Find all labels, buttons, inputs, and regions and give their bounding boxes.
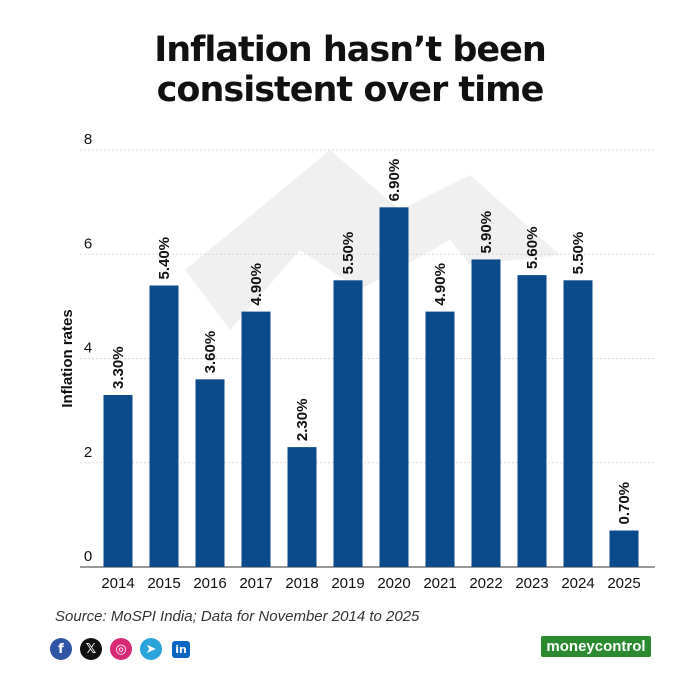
x-tick-label: 2025 xyxy=(607,575,640,592)
x-tick-label: 2023 xyxy=(515,575,548,592)
y-axis-title: Inflation rates xyxy=(59,309,76,407)
bar xyxy=(195,379,225,567)
y-tick-label: 2 xyxy=(84,444,92,461)
bar xyxy=(333,280,363,567)
x-tick-label: 2017 xyxy=(239,575,272,592)
x-tick-label: 2019 xyxy=(331,575,364,592)
data-label: 3.30% xyxy=(110,346,127,389)
x-tick-label: 2021 xyxy=(423,575,456,592)
social-links: f 𝕏 ◎ ➤ in xyxy=(50,638,192,660)
bar xyxy=(287,447,317,567)
x-tick-label: 2014 xyxy=(101,575,134,592)
telegram-icon[interactable]: ➤ xyxy=(140,638,162,660)
bar xyxy=(563,280,593,567)
y-tick-label: 8 xyxy=(84,131,92,148)
data-label: 5.60% xyxy=(524,227,541,270)
linkedin-icon[interactable]: in xyxy=(170,638,192,660)
chart-title: Inflation hasn’t been consistent over ti… xyxy=(0,30,700,110)
bar xyxy=(149,285,179,567)
x-tick-label: 2022 xyxy=(469,575,502,592)
x-tick-label: 2016 xyxy=(193,575,226,592)
data-label: 4.90% xyxy=(248,263,265,306)
brand-logo: moneycontrol xyxy=(541,636,651,657)
data-label: 0.70% xyxy=(616,482,633,525)
x-icon[interactable]: 𝕏 xyxy=(80,638,102,660)
x-tick-label: 2018 xyxy=(285,575,318,592)
title-line-2: consistent over time xyxy=(156,70,545,110)
x-tick-label: 2015 xyxy=(147,575,180,592)
data-label: 5.50% xyxy=(340,232,357,275)
bar xyxy=(425,311,455,567)
data-label: 5.50% xyxy=(570,232,587,275)
data-label: 3.60% xyxy=(202,331,219,374)
x-tick-label: 2024 xyxy=(561,575,594,592)
bar xyxy=(517,275,547,567)
bar xyxy=(241,311,271,567)
y-tick-label: 0 xyxy=(84,548,92,565)
background-watermark xyxy=(185,150,560,330)
data-label: 2.30% xyxy=(294,399,311,442)
bar xyxy=(379,207,409,567)
bar xyxy=(103,394,133,567)
data-label: 5.90% xyxy=(478,211,495,254)
y-tick-label: 4 xyxy=(84,340,92,357)
title-line-1: Inflation hasn’t been xyxy=(154,30,547,70)
data-label: 6.90% xyxy=(386,159,403,202)
y-tick-label: 6 xyxy=(84,235,92,252)
x-tick-label: 2020 xyxy=(377,575,410,592)
source-note: Source: MoSPI India; Data for November 2… xyxy=(55,608,420,625)
bar xyxy=(471,259,501,567)
bar xyxy=(609,530,639,567)
instagram-icon[interactable]: ◎ xyxy=(110,638,132,660)
facebook-icon[interactable]: f xyxy=(50,638,72,660)
data-label: 5.40% xyxy=(156,237,173,280)
data-label: 4.90% xyxy=(432,263,449,306)
